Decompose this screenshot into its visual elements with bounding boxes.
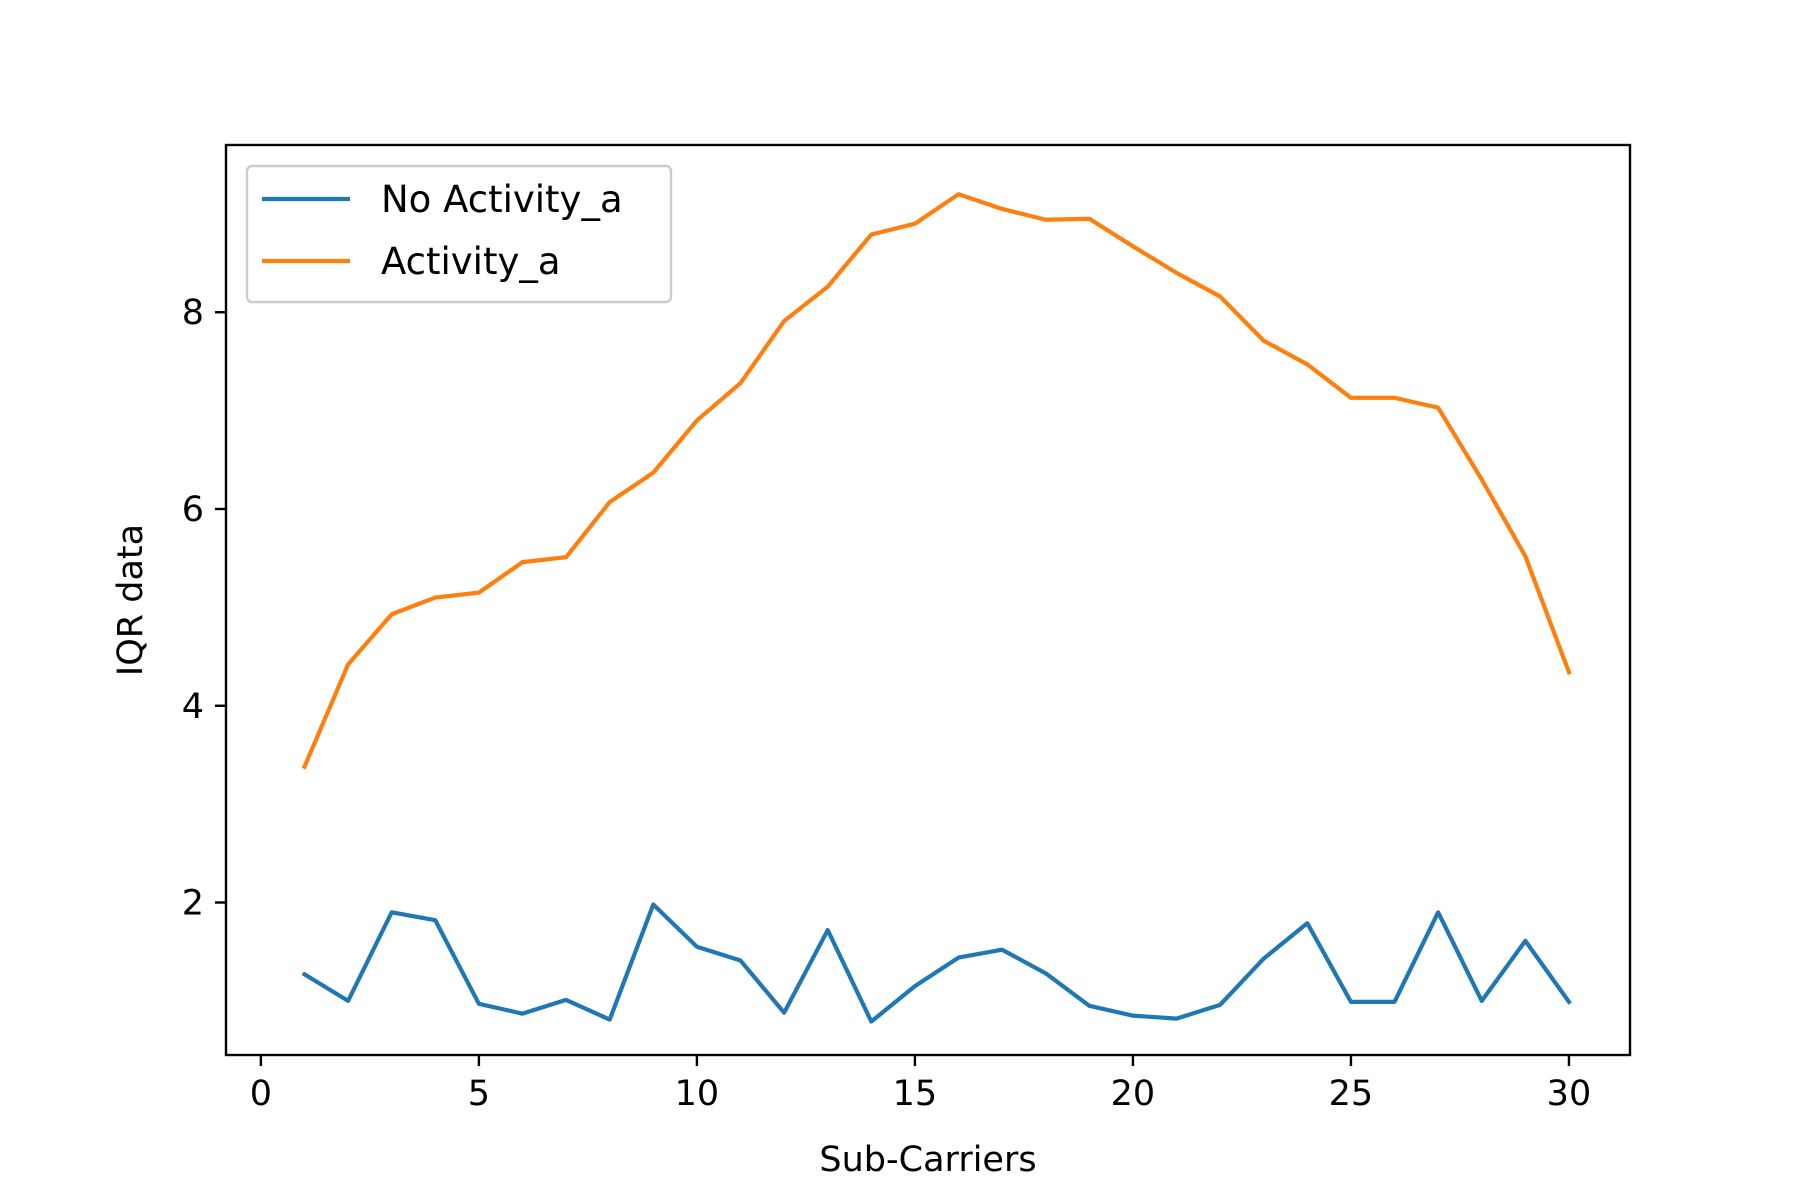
x-tick-label: 0 bbox=[250, 1074, 272, 1114]
series-layer bbox=[301, 192, 1572, 1024]
y-axis-ticks: 2 4 6 8 bbox=[182, 293, 226, 924]
plot-area-frame bbox=[224, 143, 1632, 1057]
x-tick-label: 15 bbox=[893, 1074, 938, 1114]
x-axis-ticks: 0 5 10 15 20 25 30 bbox=[250, 1055, 1591, 1114]
legend-label-no-activity: No Activity_a bbox=[381, 178, 623, 221]
y-tick-label: 8 bbox=[182, 293, 204, 333]
y-tick-label: 2 bbox=[182, 884, 204, 924]
legend-box bbox=[245, 164, 673, 304]
legend: No Activity_a Activity_a bbox=[245, 164, 673, 304]
x-tick-label: 25 bbox=[1329, 1074, 1374, 1114]
x-tick-label: 5 bbox=[468, 1074, 490, 1114]
x-tick-label: 10 bbox=[675, 1074, 720, 1114]
x-tick-label: 20 bbox=[1111, 1074, 1156, 1114]
x-axis-label: Sub-Carriers bbox=[819, 1140, 1036, 1180]
series-line-activity bbox=[301, 192, 1572, 770]
y-tick-label: 6 bbox=[182, 490, 204, 530]
y-tick-label: 4 bbox=[182, 687, 204, 727]
series-line-no-activity bbox=[301, 902, 1572, 1024]
legend-label-activity: Activity_a bbox=[381, 240, 561, 283]
x-tick-label: 30 bbox=[1547, 1074, 1592, 1114]
y-axis-label: IQR data bbox=[111, 524, 151, 676]
